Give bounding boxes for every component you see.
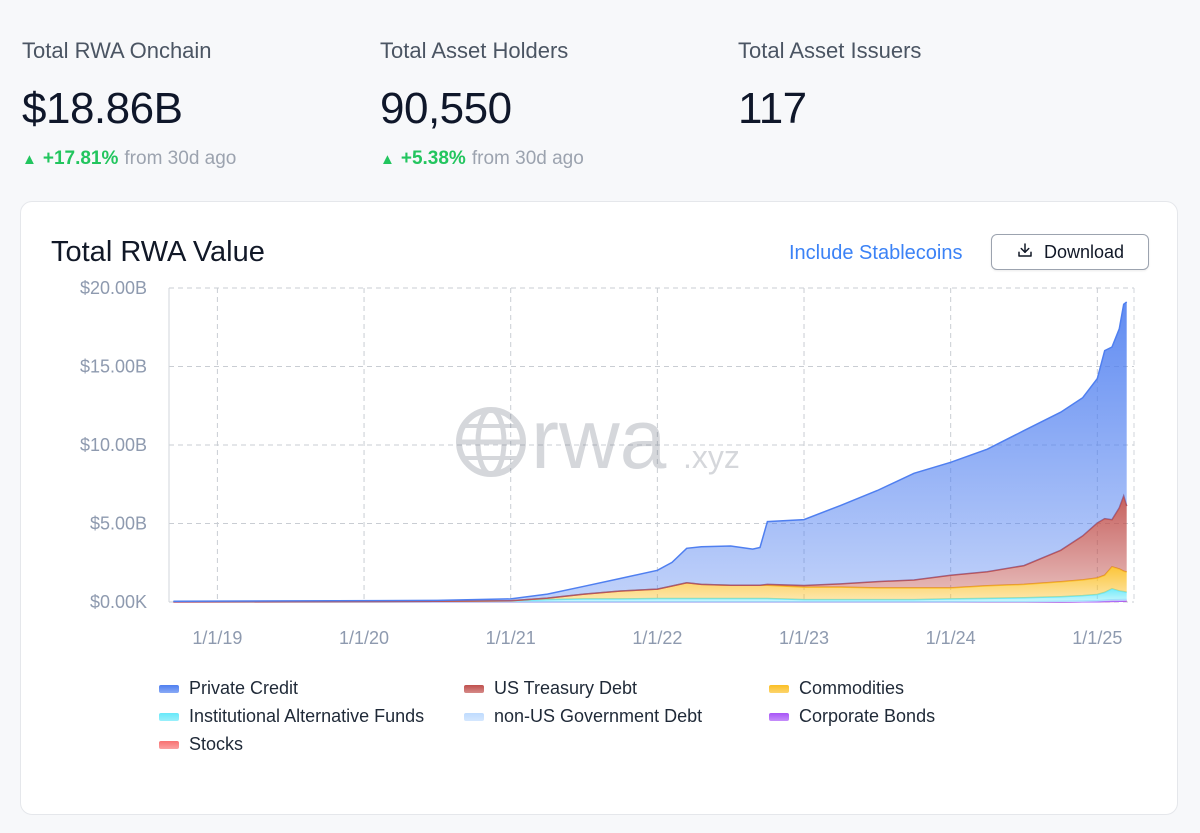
- legend-item[interactable]: non-US Government Debt: [464, 706, 702, 727]
- chart-card: Total RWA Value Include Stablecoins Down…: [20, 201, 1178, 815]
- stat-change-suffix: from 30d ago: [471, 148, 584, 169]
- stat-change-suffix: from 30d ago: [124, 148, 237, 169]
- legend-swatch: [464, 712, 484, 721]
- legend-swatch: [159, 712, 179, 721]
- chart-title: Total RWA Value: [51, 236, 265, 268]
- stat-value: 117: [738, 84, 807, 133]
- download-icon: [1016, 241, 1034, 264]
- y-tick-label: $10.00B: [80, 435, 147, 455]
- x-tick-label: 1/1/24: [926, 628, 976, 648]
- x-tick-label: 1/1/25: [1072, 628, 1122, 648]
- legend-swatch: [159, 740, 179, 749]
- watermark-suffix: .xyz: [683, 439, 740, 475]
- y-tick-label: $5.00B: [90, 514, 147, 534]
- legend-item[interactable]: Stocks: [159, 734, 243, 755]
- include-stablecoins-toggle[interactable]: Include Stablecoins: [789, 242, 963, 264]
- legend-swatch: [159, 684, 179, 693]
- legend-item[interactable]: Private Credit: [159, 678, 298, 699]
- x-tick-label: 1/1/20: [339, 628, 389, 648]
- stat-total-rwa: Total RWA Onchain $18.86B ▲ +17.81% from…: [22, 38, 236, 170]
- legend-swatch: [769, 712, 789, 721]
- legend-swatch: [464, 684, 484, 693]
- stat-asset-issuers: Total Asset Issuers 117: [738, 38, 921, 134]
- x-tick-label: 1/1/21: [486, 628, 536, 648]
- stat-value: 90,550: [380, 84, 512, 133]
- legend-swatch: [769, 684, 789, 693]
- area-private-credit: [173, 302, 1127, 602]
- watermark-text: rwa: [531, 392, 667, 486]
- legend-label: Stocks: [189, 734, 244, 754]
- legend-label: Corporate Bonds: [799, 706, 936, 726]
- stat-value: $18.86B: [22, 84, 183, 133]
- stat-label: Total Asset Issuers: [738, 38, 922, 63]
- download-button[interactable]: Download: [991, 234, 1149, 270]
- watermark-logo: rwa .xyz: [456, 392, 740, 486]
- legend-label: Commodities: [799, 678, 905, 698]
- legend-item[interactable]: Commodities: [769, 678, 904, 699]
- triangle-up-icon: ▲: [22, 150, 37, 168]
- legend-label: Institutional Alternative Funds: [189, 706, 425, 726]
- stat-change: ▲ +17.81% from 30d ago: [22, 148, 236, 170]
- line-private-credit: [173, 301, 1128, 602]
- legend-label: Private Credit: [189, 678, 299, 698]
- y-tick-label: $20.00B: [80, 278, 147, 298]
- y-tick-label: $0.00K: [90, 592, 147, 612]
- legend-label: US Treasury Debt: [494, 678, 638, 698]
- stat-change-percent: +5.38%: [400, 148, 466, 169]
- x-tick-label: 1/1/22: [632, 628, 682, 648]
- triangle-up-icon: ▲: [380, 150, 395, 168]
- area-institutional-alternative-funds: [173, 588, 1127, 602]
- stat-change-percent: +17.81%: [42, 148, 119, 169]
- y-tick-label: $15.00B: [80, 357, 147, 377]
- stat-label: Total Asset Holders: [380, 38, 569, 63]
- stat-label: Total RWA Onchain: [22, 38, 212, 63]
- total-rwa-value-chart: $0.00K $5.00B $10.00B $15.00B $20.00B 1/1/19 1…: [80, 278, 1135, 648]
- legend-item[interactable]: Corporate Bonds: [769, 706, 935, 727]
- x-tick-label: 1/1/19: [192, 628, 242, 648]
- stat-asset-holders: Total Asset Holders 90,550 ▲ +5.38% from…: [380, 38, 584, 170]
- download-label: Download: [1043, 241, 1125, 262]
- stat-change: ▲ +5.38% from 30d ago: [380, 148, 584, 170]
- legend-item[interactable]: US Treasury Debt: [464, 678, 637, 699]
- legend-item[interactable]: Institutional Alternative Funds: [159, 706, 424, 727]
- area-commodities: [173, 566, 1127, 602]
- x-tick-label: 1/1/23: [779, 628, 829, 648]
- legend-label: non-US Government Debt: [494, 706, 703, 726]
